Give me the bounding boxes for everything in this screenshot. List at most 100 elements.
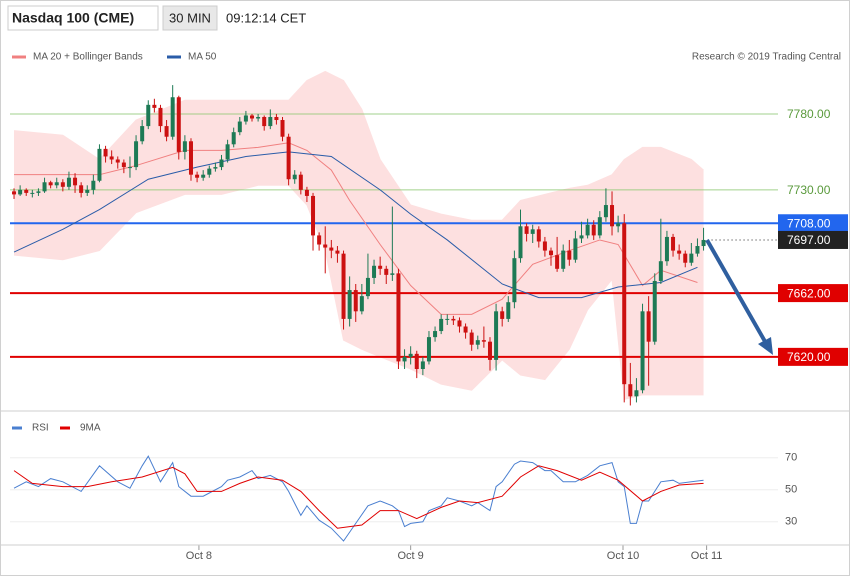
- candle-body: [140, 126, 145, 142]
- line-layer: [13, 142, 698, 315]
- indicator-line: [13, 465, 704, 529]
- candle-body: [286, 136, 291, 180]
- level-label: 7697.00: [787, 233, 831, 247]
- candle-body: [634, 390, 639, 397]
- candle-body: [549, 250, 554, 256]
- candle-body: [42, 182, 47, 192]
- candle-body: [610, 205, 615, 227]
- candle-body: [567, 250, 572, 260]
- candle-body: [451, 318, 456, 321]
- candle-body: [182, 141, 187, 152]
- candle-body: [30, 192, 35, 194]
- label-layer: 7780.00 7730.00 7708.00 7697.00 7662.00 7620.…: [12, 52, 848, 562]
- candle-body: [512, 258, 517, 303]
- rsi-layer: 30 50 70 RSI 9MA: [10, 423, 797, 542]
- forecast-arrow: [705, 239, 769, 346]
- level-label-box: [778, 284, 848, 303]
- candle-body: [329, 247, 334, 251]
- candle-body: [585, 224, 590, 236]
- legend-label: MA 20 + Bollinger Bands: [33, 52, 143, 63]
- candle-body: [695, 246, 700, 254]
- candle-body: [463, 326, 468, 333]
- candle-body: [237, 121, 242, 133]
- level-label-box: [778, 347, 848, 366]
- candle-body: [341, 253, 346, 319]
- candle-body: [457, 320, 462, 327]
- candle-body: [677, 250, 682, 254]
- candle-body: [359, 296, 364, 312]
- candle-body: [176, 97, 181, 152]
- candle-body: [121, 162, 126, 168]
- candle-body: [188, 141, 193, 175]
- candle-body: [689, 253, 694, 263]
- forecast-arrowhead: [758, 337, 773, 355]
- candle-body: [335, 250, 340, 254]
- level-label: 7730.00: [787, 183, 831, 197]
- level-label-box: [778, 214, 848, 233]
- candle-body: [262, 116, 267, 127]
- candle-body: [60, 182, 65, 187]
- candle-body: [500, 311, 505, 319]
- candle-body: [274, 116, 279, 121]
- candle-body: [24, 189, 29, 193]
- moving-average: [14, 142, 698, 315]
- candle-body: [402, 356, 407, 362]
- candle-body: [73, 177, 78, 186]
- candle-body: [304, 189, 309, 196]
- candle-body: [518, 226, 523, 259]
- candle-body: [109, 156, 114, 160]
- candle-body: [127, 167, 132, 169]
- background-layer: [10, 70, 778, 400]
- candle-body: [433, 331, 438, 338]
- candle-body: [658, 261, 663, 281]
- candle-body: [134, 141, 139, 168]
- candle-body: [664, 236, 669, 262]
- x-tick-label: Oct 11: [691, 550, 723, 562]
- candle-body: [652, 280, 657, 342]
- candle-body: [603, 205, 608, 218]
- interval-box: [162, 5, 218, 31]
- candle-body: [280, 120, 285, 137]
- timestamp: 09:12:14 CET: [226, 10, 306, 25]
- candle-body: [616, 223, 621, 227]
- candle-body: [683, 253, 688, 263]
- bollinger-upper: [13, 70, 704, 221]
- candle-body: [579, 235, 584, 239]
- y-tick-label: 30: [785, 516, 797, 528]
- candle-body: [390, 273, 395, 275]
- candle-body: [561, 250, 566, 269]
- candle-body: [18, 189, 23, 195]
- candle-body: [408, 353, 413, 357]
- candle-body: [201, 174, 206, 178]
- candle-body: [347, 290, 352, 319]
- candle-body: [231, 132, 236, 145]
- candle-body: [536, 229, 541, 242]
- candle-body: [170, 97, 175, 137]
- credit: Research © 2019 Trading Central: [692, 52, 841, 63]
- candle-body: [164, 126, 169, 137]
- candle-body: [530, 229, 535, 234]
- x-tick-label: Oct 8: [186, 550, 212, 562]
- level-label: 7620.00: [787, 350, 831, 364]
- candle-body: [317, 235, 322, 245]
- candle-body: [384, 268, 389, 275]
- chart-title: Nasdaq 100 (CME): [12, 10, 134, 26]
- candle-body: [250, 115, 255, 119]
- candle-body: [365, 277, 370, 297]
- candle-body: [646, 311, 651, 342]
- candle-body: [701, 239, 706, 247]
- candle-layer: [12, 85, 706, 406]
- title-box: [7, 5, 159, 31]
- level-label: 7662.00: [787, 286, 831, 300]
- candle-body: [48, 182, 53, 186]
- candle-body: [439, 318, 444, 332]
- candle-body: [555, 255, 560, 269]
- candle-body: [426, 337, 431, 362]
- candle-body: [494, 311, 499, 360]
- bollinger-lower: [13, 184, 704, 400]
- level-label-box: [778, 230, 848, 249]
- candle-body: [671, 236, 676, 251]
- moving-average: [13, 151, 698, 299]
- candle-body: [158, 107, 163, 127]
